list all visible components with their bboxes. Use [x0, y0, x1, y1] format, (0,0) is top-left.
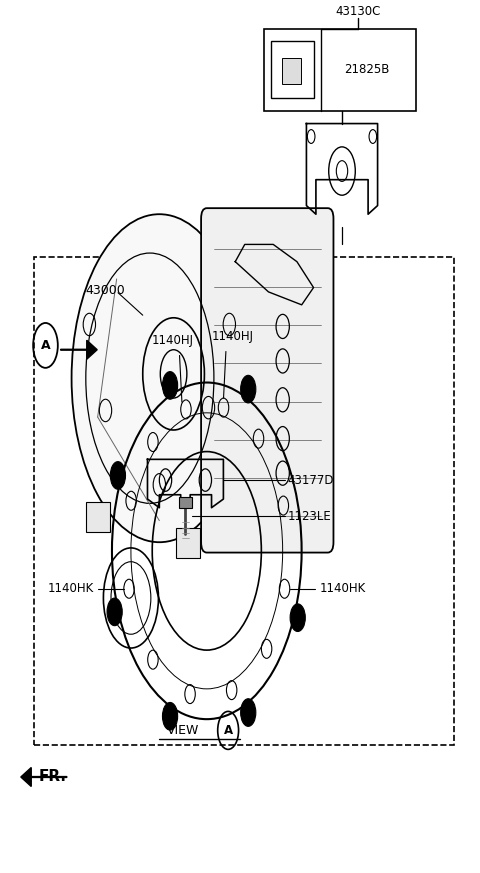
FancyArrow shape	[60, 340, 97, 359]
Text: A: A	[224, 724, 233, 737]
Text: 43177D: 43177D	[288, 473, 334, 486]
Circle shape	[162, 372, 178, 399]
Bar	[271, 41, 314, 99]
Text: 1123LE: 1123LE	[288, 510, 331, 523]
Circle shape	[107, 598, 122, 626]
FancyBboxPatch shape	[264, 29, 416, 111]
Bar	[282, 58, 301, 84]
Ellipse shape	[72, 214, 247, 542]
Text: A: A	[41, 339, 50, 352]
Text: 1140HK: 1140HK	[320, 582, 366, 595]
FancyArrow shape	[21, 767, 67, 787]
Circle shape	[240, 375, 256, 403]
Circle shape	[240, 698, 256, 726]
Text: 21825B: 21825B	[344, 63, 390, 76]
Circle shape	[290, 604, 305, 631]
Bar	[86, 502, 109, 532]
Text: 1140HK: 1140HK	[47, 582, 94, 595]
Text: 43000: 43000	[86, 284, 126, 297]
Text: 1140HJ: 1140HJ	[151, 333, 193, 347]
Text: 43130C: 43130C	[335, 5, 381, 18]
Bar	[179, 498, 192, 508]
Bar	[34, 258, 454, 745]
Circle shape	[162, 703, 178, 730]
Circle shape	[290, 62, 295, 72]
FancyBboxPatch shape	[201, 208, 334, 553]
Text: VIEW: VIEW	[168, 724, 200, 737]
Circle shape	[110, 462, 125, 489]
Bar	[176, 527, 200, 558]
Text: 1140HJ: 1140HJ	[212, 330, 254, 343]
Text: FR.: FR.	[38, 769, 66, 785]
